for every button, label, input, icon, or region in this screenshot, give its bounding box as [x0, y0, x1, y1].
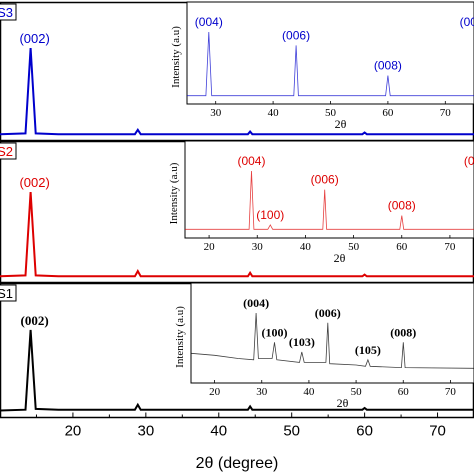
inset-frame	[184, 140, 474, 239]
inset-peak-label: (105)	[355, 343, 381, 357]
x-tick-label: 30	[138, 423, 155, 440]
inset-x-tick-label: 70	[440, 107, 452, 119]
sample-tag: S2	[0, 144, 13, 159]
panel-top: (002) S3 (004) (006) (008) (00 30 40 50 60 70 2θ Int…	[0, 1, 474, 142]
inset-peak-label: (006)	[315, 306, 341, 320]
inset-frame	[190, 282, 474, 384]
inset-y-label: Intensity (a.u)	[170, 26, 182, 88]
inset-peak-label: (004)	[243, 296, 269, 310]
inset-x-tick-label: 50	[325, 107, 337, 119]
x-tick-label: 50	[283, 423, 300, 440]
inset-peak-label: (00	[460, 15, 474, 29]
inset-x-tick-label: 40	[300, 241, 312, 253]
inset-peak-label: (103)	[289, 335, 315, 349]
sample-tag: S1	[0, 286, 13, 301]
inset-middle: (004) (100) (006) (008) (0 20 30 40 50 60 70 2θ Inte…	[168, 140, 474, 265]
inset-peak-label: (100)	[256, 208, 284, 222]
inset-x-tick-label: 50	[351, 386, 363, 398]
inset-peak-label: (008)	[390, 325, 416, 339]
series-line-S1	[0, 329, 474, 412]
inset-x-tick-label: 40	[268, 107, 280, 119]
inset-top: (004) (006) (008) (00 30 40 50 60 70 2θ Intensity …	[170, 1, 474, 131]
inset-bottom: (004) (100)(103) (006) (105) (008) 20 30 40 50 60…	[174, 282, 474, 410]
inset-x-tick-label: 40	[303, 386, 315, 398]
peak-label: (002)	[21, 313, 49, 328]
inset-peak-label: (100)	[261, 325, 287, 339]
inset-x-tick-label: 60	[398, 386, 410, 398]
inset-peak-label: (006)	[311, 173, 339, 187]
x-tick-label: 70	[429, 423, 446, 440]
inset-x-tick-label: 20	[209, 386, 221, 398]
series-line-S2	[0, 191, 474, 278]
inset-series-line	[190, 312, 474, 369]
inset-peak-label: (0	[464, 154, 474, 168]
panel-middle: (002) S2 (004) (100) (006) (008) (0 20 30 40 50 60 7…	[0, 140, 474, 284]
inset-x-label: 2θ	[334, 251, 346, 265]
inset-y-label: Intensity (a.u)	[168, 162, 180, 224]
x-tick-label: 60	[356, 423, 373, 440]
inset-peak-label: (008)	[374, 59, 402, 73]
inset-peak-label: (006)	[282, 28, 310, 42]
sample-tag-box	[0, 142, 17, 160]
inset-x-tick-label: 30	[252, 241, 264, 253]
inset-x-tick-label: 30	[256, 386, 268, 398]
inset-series-line	[185, 170, 474, 230]
panels: (002) S3 (004) (006) (008) (00 30 40 50 60 70 2θ Int…	[0, 1, 474, 419]
peak-label: (002)	[19, 175, 49, 190]
inset-peak-label: (004)	[195, 15, 223, 29]
inset-x-tick-label: 70	[445, 386, 457, 398]
inset-x-tick-label: 60	[396, 241, 408, 253]
inset-peak-label: (004)	[237, 154, 265, 168]
x-tick-label: 40	[210, 423, 227, 440]
panel-bottom: (002) S1 (004) (100)(103) (006) (105) (008) 20 3…	[0, 282, 474, 419]
sample-tag-box	[0, 3, 17, 21]
inset-x-tick-label: 50	[348, 241, 360, 253]
inset-x-tick-label: 60	[382, 107, 394, 119]
inset-frame	[186, 1, 474, 105]
series-line-S3	[0, 47, 474, 136]
inset-x-tick-label: 70	[444, 241, 456, 253]
x-axis-label: 2θ (degree)	[196, 455, 279, 472]
inset-x-tick-label: 20	[204, 241, 216, 253]
sample-tag-box	[0, 284, 17, 302]
inset-x-label: 2θ	[335, 117, 347, 131]
inset-y-label: Intensity (a.u)	[174, 306, 186, 368]
inset-x-tick-label: 30	[210, 107, 222, 119]
inset-series-line	[187, 31, 474, 97]
sample-tag: S3	[0, 5, 13, 20]
inset-peak-label: (008)	[388, 199, 416, 213]
x-axis-ticks: 20 30 40 50 60 70	[35, 412, 446, 440]
x-tick-label: 20	[65, 423, 82, 440]
inset-x-label: 2θ	[337, 396, 349, 410]
peak-label: (002)	[19, 31, 49, 46]
